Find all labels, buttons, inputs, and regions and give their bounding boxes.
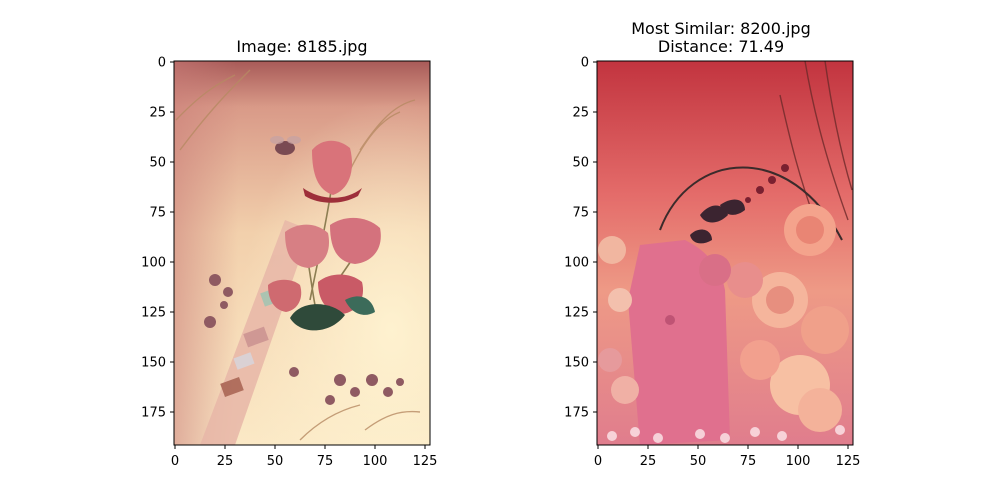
axes-left-ytick-label: 125	[141, 306, 166, 321]
image-8200	[597, 61, 853, 445]
axes-right-xtick-label: 75	[740, 454, 757, 469]
axes-left-ytick-label: 50	[149, 156, 166, 171]
axes-left-xticks: 0 25 50 75 100 125	[171, 445, 438, 469]
axes-left-xtick-label: 75	[317, 454, 334, 469]
axes-right-xtick-label: 0	[594, 454, 602, 469]
axes-right-xtick-label: 50	[690, 454, 707, 469]
axes-right: Most Similar: 8200.jpg Distance: 71.49 0…	[564, 19, 860, 469]
axes-left-xtick-label: 100	[363, 454, 388, 469]
axes-right-xticks: 0 25 50 75 100 125	[594, 445, 861, 469]
axes-left-xtick-label: 0	[171, 454, 179, 469]
axes-right-xtick-label: 100	[786, 454, 811, 469]
axes-left-ytick-label: 0	[158, 56, 166, 71]
axes-right-frame	[596, 60, 854, 446]
image-8185	[174, 61, 430, 445]
axes-left-xtick-label: 125	[413, 454, 438, 469]
axes-right-title-line-1: Most Similar: 8200.jpg	[631, 19, 811, 38]
axes-right-ytick-label: 125	[564, 306, 589, 321]
axes-left-ytick-label: 75	[149, 206, 166, 221]
axes-left-title-line: Image: 8185.jpg	[236, 37, 367, 56]
axes-left: Image: 8185.jpg 0 25 50 75 100 125 0 25 50 75 100…	[141, 37, 437, 469]
axes-right-title-line-2: Distance: 71.49	[658, 37, 784, 56]
axes-left-xtick-label: 50	[267, 454, 284, 469]
axes-left-ytick-label: 100	[141, 256, 166, 271]
axes-right-ytick-label: 150	[564, 356, 589, 371]
axes-left-ytick-label: 175	[141, 406, 166, 421]
axes-left-frame	[173, 60, 431, 446]
axes-right-ytick-label: 50	[572, 156, 589, 171]
axes-left-title: Image: 8185.jpg	[236, 37, 367, 56]
axes-right-ytick-label: 25	[572, 106, 589, 121]
axes-right-ytick-label: 175	[564, 406, 589, 421]
axes-right-xtick-label: 25	[640, 454, 657, 469]
axes-right-ytick-label: 75	[572, 206, 589, 221]
axes-right-yticks: 0 25 50 75 100 125 150 175	[564, 56, 597, 421]
axes-left-ytick-label: 25	[149, 106, 166, 121]
axes-left-ytick-label: 150	[141, 356, 166, 371]
axes-right-title: Most Similar: 8200.jpg Distance: 71.49	[631, 19, 811, 56]
axes-right-ytick-label: 0	[581, 56, 589, 71]
axes-right-ytick-label: 100	[564, 256, 589, 271]
axes-left-xtick-label: 25	[217, 454, 234, 469]
axes-right-xtick-label: 125	[836, 454, 861, 469]
axes-left-yticks: 0 25 50 75 100 125 150 175	[141, 56, 174, 421]
